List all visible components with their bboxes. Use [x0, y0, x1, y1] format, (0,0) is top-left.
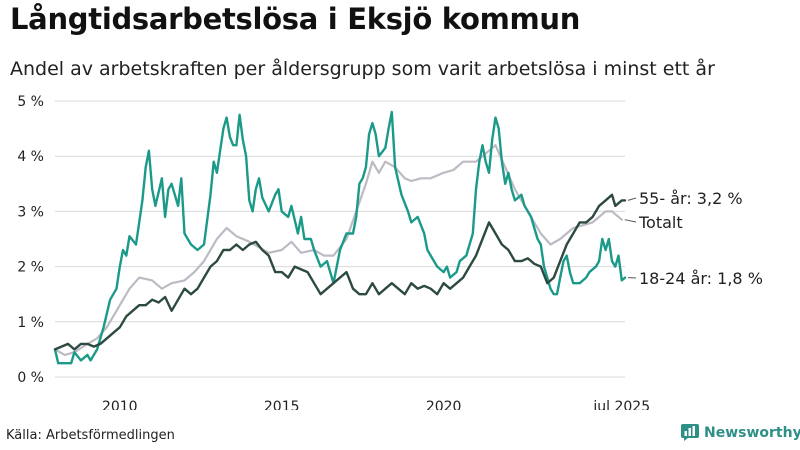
series-label-layer: Totalt 18-24 år: 1,8 % 55- år: 3,2 % [624, 189, 763, 288]
series-line-total [53, 144, 623, 356]
x-tick-label: jul 2025 [592, 399, 650, 410]
brand-name: Newsworthy [704, 424, 800, 441]
series-layer [53, 110, 627, 365]
x-tick-label: 2010 [102, 399, 138, 410]
chart-subtitle: Andel av arbetskraften per åldersgrupp s… [10, 58, 715, 80]
y-tick-label: 5 % [17, 94, 44, 110]
line-chart: 0 % 1 % 2 % 3 % 4 % 5 % 2010 2015 2020 jul 2025 T… [17, 94, 763, 410]
leader-line-senior [627, 197, 637, 201]
brand-logo: Newsworthy [681, 424, 800, 441]
y-tick-label: 1 % [17, 315, 44, 331]
y-tick-label: 3 % [17, 204, 44, 220]
x-tick-label: 2015 [264, 399, 300, 410]
chart-title: Långtidsarbetslösa i Eksjö kommun [10, 2, 581, 36]
source-note: Källa: Arbetsförmedlingen [6, 428, 175, 443]
y-tick-label: 4 % [17, 149, 44, 165]
y-tick-label: 2 % [17, 260, 44, 276]
series-label-total: Totalt [638, 213, 683, 232]
series-label-senior: 55- år: 3,2 % [639, 189, 743, 208]
grid-layer [55, 100, 625, 378]
tick-label-layer: 0 % 1 % 2 % 3 % 4 % 5 % 2010 2015 2020 jul 2025 [17, 94, 650, 410]
newsworthy-chart-icon [681, 424, 699, 441]
series-line-youth [53, 110, 627, 365]
y-tick-label: 0 % [17, 370, 44, 386]
leader-line-total [624, 219, 637, 223]
series-label-youth: 18-24 år: 1,8 % [639, 269, 763, 288]
series-line-senior [53, 193, 627, 351]
x-tick-label: 2020 [426, 399, 462, 410]
